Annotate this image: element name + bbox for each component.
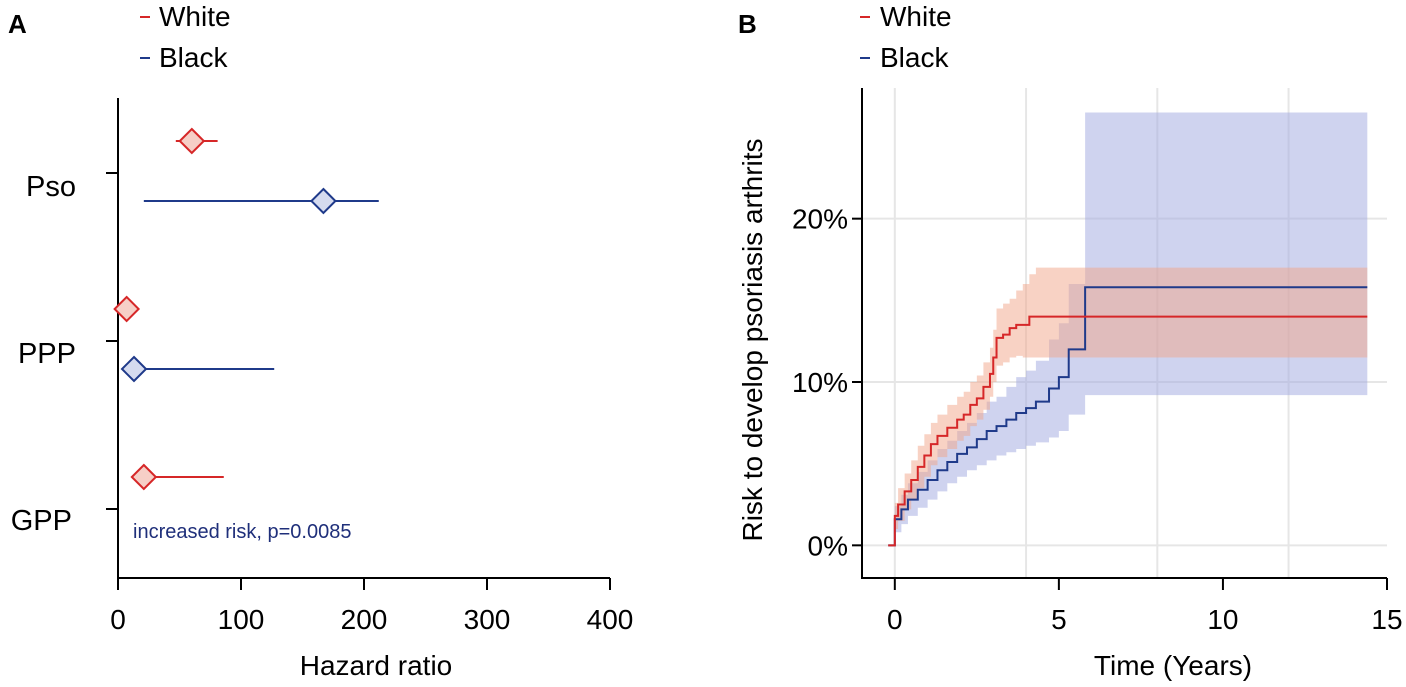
- x-tick-label: 300: [464, 604, 511, 635]
- panel-b-x-ticks: 0 5 10 15: [887, 578, 1403, 635]
- y-label-gpp: GPP: [11, 505, 72, 537]
- risk-line-white: [888, 315, 1368, 547]
- x-tick-label: 100: [218, 604, 265, 635]
- panel-b-step-lines: [888, 286, 1368, 547]
- y-label-ppp: PPP: [18, 338, 76, 370]
- hr-marker-white-pso: [178, 127, 206, 155]
- panel-a-x-ticks: 0 100 200 300 400: [110, 578, 633, 635]
- y-tick-label: 20%: [792, 204, 848, 235]
- legend-white-label: White: [159, 1, 231, 32]
- hr-marker-white-ppp: [113, 295, 141, 323]
- panel-a-legend: White Black: [140, 1, 231, 73]
- x-tick-label: 0: [110, 604, 126, 635]
- x-tick-label: 15: [1371, 604, 1402, 635]
- x-tick-label: 400: [587, 604, 634, 635]
- y-label-pso: Pso: [26, 171, 76, 203]
- risk-line-black: [888, 286, 1368, 547]
- y-tick-label: 0%: [808, 530, 848, 561]
- panel-a: A White Black Pso PPP GPP 0 100 200 300 400 …: [8, 1, 633, 681]
- x-tick-label: 10: [1207, 604, 1238, 635]
- hr-marker-black-pso: [309, 187, 337, 215]
- significance-annotation: increased risk, p=0.0085: [133, 521, 351, 543]
- panel-b-y-ticks: 0% 10% 20%: [792, 204, 862, 561]
- panel-b-y-label: Risk to develop psoriasis arthrits: [737, 138, 768, 541]
- hr-marker-white-gpp: [130, 463, 158, 491]
- legend-white-label: White: [880, 1, 952, 32]
- panel-a-marks: [113, 127, 379, 491]
- panel-b-x-label: Time (Years): [1094, 650, 1252, 681]
- panel-a-x-label: Hazard ratio: [300, 650, 453, 681]
- panel-b-legend: White Black: [860, 1, 952, 73]
- panel-a-letter: A: [8, 9, 27, 39]
- hr-marker-black-ppp: [120, 355, 148, 383]
- legend-black-label: Black: [159, 42, 228, 73]
- ci-band-white: [888, 267, 1368, 546]
- panel-b-letter: B: [738, 9, 757, 39]
- x-tick-label: 5: [1051, 604, 1067, 635]
- x-tick-label: 0: [887, 604, 903, 635]
- panel-b-ci-bands: [888, 112, 1368, 546]
- x-tick-label: 200: [341, 604, 388, 635]
- legend-black-label: Black: [880, 42, 949, 73]
- panel-b: B White Black 0% 10% 20% 0 5 10 15 Time (Year…: [737, 1, 1403, 681]
- y-tick-label: 10%: [792, 367, 848, 398]
